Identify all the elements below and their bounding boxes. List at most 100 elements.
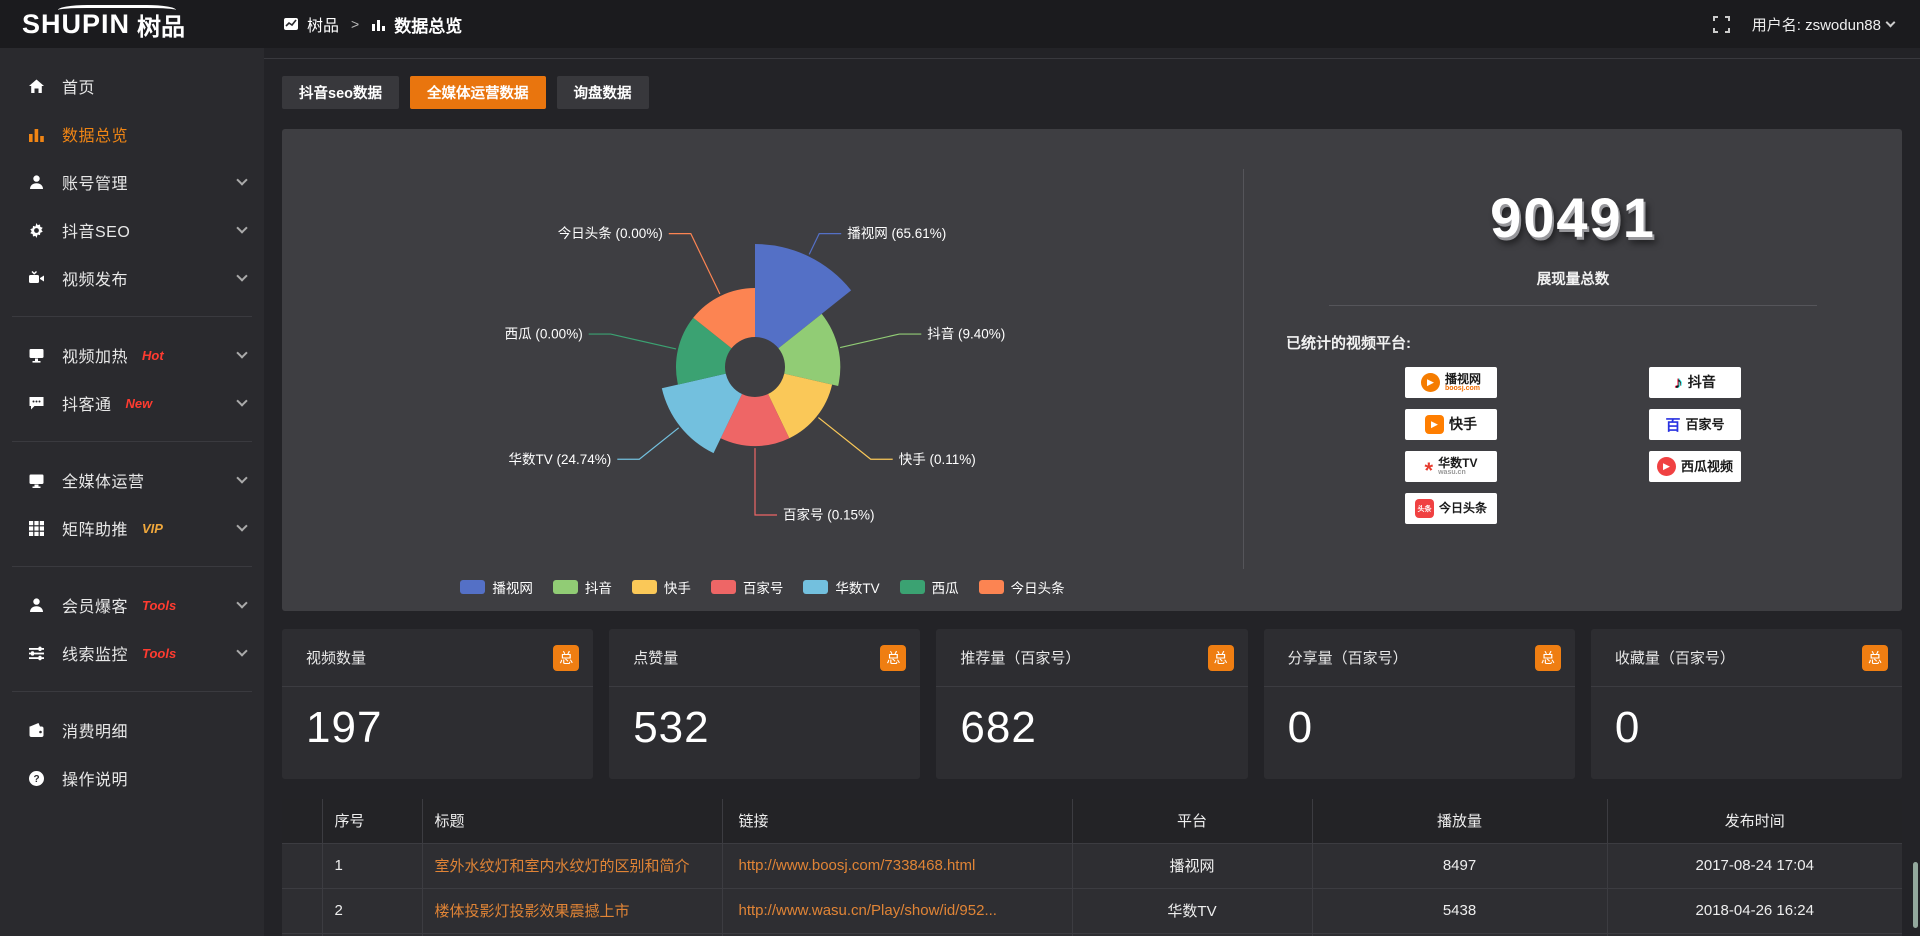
- tools-badge: Tools: [142, 597, 177, 613]
- tab-douyin-seo-data[interactable]: 抖音seo数据: [282, 76, 399, 109]
- cell-index: 1: [322, 843, 423, 889]
- col-header-index: 序号: [322, 799, 423, 844]
- pie-slice-今日头条[interactable]: [693, 288, 755, 349]
- summary-divider: [1329, 305, 1817, 306]
- col-header-publish-time: 发布时间: [1607, 799, 1902, 844]
- col-header-link: 链接: [722, 799, 1073, 844]
- stat-value: 0: [1287, 703, 1314, 752]
- pie-label-line: [839, 333, 922, 349]
- total-badge[interactable]: 总: [1862, 644, 1889, 671]
- cell-url-link[interactable]: http://www.boosj.com/7338468.html: [722, 843, 1073, 889]
- gear-icon: [26, 222, 46, 239]
- stat-card-likes: 点赞量总 532: [609, 629, 921, 779]
- platform-badge-xigua: ▶ 西瓜视频: [1649, 451, 1741, 482]
- breadcrumb-current: 数据总览: [394, 16, 463, 36]
- tab-omnimedia-ops-data[interactable]: 全媒体运营数据: [410, 76, 546, 109]
- pie-slice-播视网[interactable]: [755, 244, 852, 349]
- cell-title-link[interactable]: 室外水纹灯和室内水纹灯的区别和简介: [422, 843, 723, 889]
- cell-title-link[interactable]: 楼体投影灯投影效果震撼上市: [422, 888, 723, 934]
- total-badge[interactable]: 总: [880, 644, 907, 671]
- stat-value: 682: [960, 703, 1037, 752]
- pie-label: 西瓜 (0.00%): [505, 327, 583, 342]
- chevron-down-icon: [236, 520, 248, 532]
- kuaishou-logo-icon: ▶: [1425, 415, 1444, 434]
- sidebar-divider: [12, 566, 252, 567]
- sidebar-item-douyin-seo[interactable]: 抖音SEO: [0, 206, 264, 254]
- rose-pie-svg[interactable]: 播视网 (65.61%) 抖音 (9.40%) 快手 (0.11%) 百家号 (0.1…: [282, 129, 1243, 569]
- chevron-down-icon: [236, 222, 248, 234]
- page-scrollbar[interactable]: [1913, 862, 1918, 928]
- legend-item[interactable]: 播视网: [460, 577, 533, 597]
- table-row: 2 楼体投影灯投影效果震撼上市 http://www.wasu.cn/Play/…: [282, 888, 1902, 934]
- legend-item[interactable]: 快手: [631, 577, 691, 597]
- platform-badges: ▶ 播视网 boosj.com ♪ 抖音 ▶ 快手 百 百家号 * 华数TV w: [1405, 367, 1741, 524]
- cell-index: 2: [322, 888, 423, 934]
- grid-icon: [26, 520, 46, 537]
- sidebar-item-home[interactable]: 首页: [0, 62, 264, 110]
- cell-url-link[interactable]: http://www.wasu.cn/Play/show/id/952...: [722, 888, 1073, 934]
- sidebar-item-spend-details[interactable]: 消费明细: [0, 706, 264, 754]
- tools-badge: Tools: [142, 645, 177, 661]
- platform-badge-toutiao: 头条 今日头条: [1405, 493, 1497, 524]
- platform-share-pie-chart: 播视网 (65.61%) 抖音 (9.40%) 快手 (0.11%) 百家号 (0.1…: [282, 129, 1243, 611]
- header-divider: [264, 58, 1920, 59]
- legend-item[interactable]: 百家号: [710, 577, 783, 597]
- person-icon: [26, 597, 46, 614]
- sidebar-item-matrix-boost[interactable]: 矩阵助推 VIP: [0, 504, 264, 552]
- sidebar-item-data-overview[interactable]: 数据总览: [0, 110, 264, 158]
- col-header-plays: 播放量: [1312, 799, 1608, 844]
- impressions-total-label: 展现量总数: [1536, 272, 1610, 288]
- pie-legend: 播视网 抖音 快手 百家号 华数TV 西瓜 今日头条: [282, 577, 1243, 597]
- sidebar-item-video-publish[interactable]: 视频发布: [0, 254, 264, 302]
- user-menu[interactable]: 用户名: zswodun88: [1751, 14, 1896, 35]
- pie-label-line: [754, 448, 777, 516]
- pie-slice-华数TV[interactable]: [661, 373, 742, 454]
- sidebar-item-video-heating[interactable]: 视频加热 Hot: [0, 331, 264, 379]
- question-circle-icon: ?: [26, 770, 46, 787]
- pie-label-line: [818, 417, 893, 460]
- chevron-down-icon: [1885, 17, 1896, 27]
- pie-slice-抖音[interactable]: [778, 313, 841, 386]
- impressions-total: 90491: [1490, 186, 1656, 249]
- total-badge[interactable]: 总: [1207, 644, 1234, 671]
- pie-label: 播视网 (65.61%): [847, 226, 946, 241]
- table-header-row: 序号 标题 链接 平台 播放量 发布时间: [282, 799, 1902, 844]
- douyin-logo-icon: ♪: [1674, 372, 1683, 392]
- chevron-down-icon: [236, 645, 248, 657]
- user-icon: [26, 174, 46, 191]
- stat-cards: 视频数量总 197 点赞量总 532 推荐量（百家号）总 682 分享量（百家号…: [282, 629, 1903, 779]
- total-badge[interactable]: 总: [553, 644, 580, 671]
- legend-item[interactable]: 华数TV: [803, 577, 880, 597]
- pie-slice-百家号[interactable]: [720, 394, 790, 447]
- table-row: 1 室外水纹灯和室内水纹灯的区别和简介 http://www.boosj.com…: [282, 843, 1902, 889]
- svg-text:?: ?: [33, 774, 39, 785]
- cell-publish-time: 2017-08-24 17:04: [1607, 843, 1902, 889]
- fullscreen-icon[interactable]: [1712, 15, 1730, 33]
- sidebar-item-account-mgmt[interactable]: 账号管理: [0, 158, 264, 206]
- home-icon: [26, 78, 46, 95]
- overview-panel: 播视网 (65.61%) 抖音 (9.40%) 快手 (0.11%) 百家号 (0.1…: [282, 129, 1902, 611]
- sidebar-item-help[interactable]: ? 操作说明: [0, 754, 264, 802]
- xigua-logo-icon: ▶: [1656, 457, 1676, 476]
- username-label: 用户名: zswodun88: [1751, 16, 1881, 34]
- legend-item[interactable]: 抖音: [552, 577, 612, 597]
- total-badge[interactable]: 总: [1534, 644, 1561, 671]
- baijiahao-logo-icon: 百: [1665, 417, 1681, 434]
- logo-text-cn: 树品: [137, 13, 186, 41]
- pie-label: 快手 (0.11%): [899, 452, 976, 467]
- tab-inquiry-data[interactable]: 询盘数据: [556, 76, 649, 109]
- pie-label-line: [588, 333, 677, 350]
- main-content: 抖音seo数据 全媒体运营数据 询盘数据 播视网 (65.61%) 抖音 (9.4…: [264, 48, 1920, 936]
- sidebar-divider: [12, 691, 252, 692]
- sidebar-item-lead-monitoring[interactable]: 线索监控 Tools: [0, 629, 264, 677]
- breadcrumb-root[interactable]: 树品: [307, 18, 340, 35]
- sidebar-item-doketong[interactable]: 抖客通 New: [0, 379, 264, 427]
- legend-item[interactable]: 西瓜: [899, 577, 959, 597]
- toutiao-logo-icon: 头条: [1414, 499, 1434, 518]
- sidebar-item-omnimedia-ops[interactable]: 全媒体运营: [0, 456, 264, 504]
- legend-item[interactable]: 今日头条: [978, 577, 1065, 597]
- pie-slice-西瓜[interactable]: [676, 317, 732, 385]
- sidebar-item-member-baoke[interactable]: 会员爆客 Tools: [0, 581, 264, 629]
- breadcrumb-root-icon: [284, 17, 299, 32]
- pie-slice-快手[interactable]: [768, 373, 833, 439]
